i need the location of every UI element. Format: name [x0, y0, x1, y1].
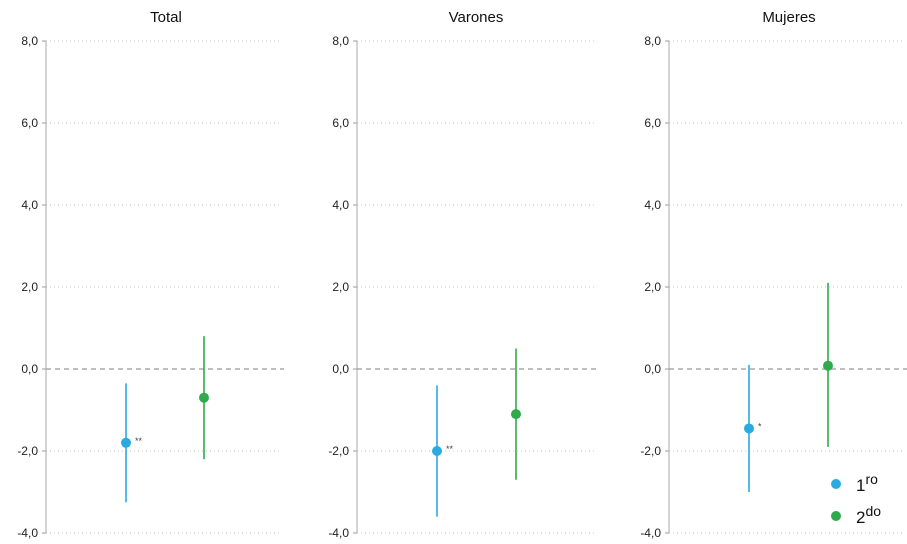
significance-marker: * — [758, 421, 762, 431]
panel-title: Varones — [449, 9, 504, 26]
legend-label-2do: 2do — [856, 503, 881, 527]
point-1ro — [744, 423, 754, 434]
y-tick-label: 8,0 — [21, 34, 38, 48]
y-tick-label: 2,0 — [332, 280, 349, 294]
legend-label-main: 1 — [856, 476, 865, 495]
y-tick-label: 0,0 — [332, 362, 349, 376]
y-tick-label: -4,0 — [640, 526, 661, 540]
y-tick-label: -2,0 — [17, 444, 38, 458]
y-tick-label: -2,0 — [328, 444, 349, 458]
y-tick-label: 6,0 — [21, 116, 38, 130]
legend-label-1ro: 1ro — [856, 471, 878, 495]
legend-marker-2do — [831, 511, 841, 521]
y-tick-label: 8,0 — [332, 34, 349, 48]
y-tick-label: -4,0 — [17, 526, 38, 540]
legend-label-superscript: do — [865, 503, 881, 519]
y-tick-label: 2,0 — [21, 280, 38, 294]
point-1ro — [121, 437, 131, 448]
panel-title: Mujeres — [762, 9, 815, 26]
legend-marker-1ro — [831, 479, 841, 489]
point-2do — [823, 360, 833, 371]
y-tick-label: 4,0 — [21, 198, 38, 212]
y-tick-label: 6,0 — [644, 116, 661, 130]
significance-marker: ** — [446, 444, 454, 454]
y-tick-label: 4,0 — [644, 198, 661, 212]
significance-marker: ** — [135, 436, 143, 446]
legend-label-main: 2 — [856, 508, 865, 527]
legend-label-superscript: ro — [865, 471, 878, 487]
y-tick-label: 6,0 — [332, 116, 349, 130]
point-2do — [511, 409, 521, 420]
y-tick-label: 0,0 — [21, 362, 38, 376]
panel-title: Total — [150, 9, 182, 26]
y-tick-label: -2,0 — [640, 444, 661, 458]
y-tick-label: 2,0 — [644, 280, 661, 294]
point-1ro — [432, 446, 442, 456]
y-tick-label: 8,0 — [644, 34, 661, 48]
y-tick-label: 0,0 — [644, 362, 661, 376]
point-2do — [199, 392, 209, 403]
y-tick-label: -4,0 — [328, 526, 349, 540]
y-tick-label: 4,0 — [332, 198, 349, 212]
